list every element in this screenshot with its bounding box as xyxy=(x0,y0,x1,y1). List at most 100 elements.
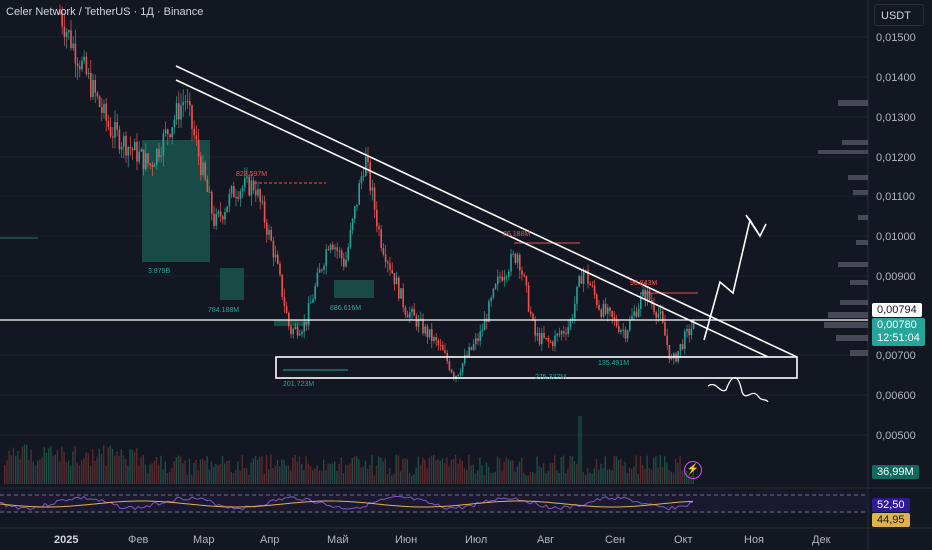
candle-body xyxy=(367,156,369,163)
candle-body xyxy=(235,196,237,198)
price-axis-label: 0,01300 xyxy=(876,112,916,124)
candle-body xyxy=(345,259,347,267)
candle-body xyxy=(281,274,283,297)
volume-bar xyxy=(241,455,243,484)
volume-bar xyxy=(604,456,606,484)
volume-bar xyxy=(98,448,100,484)
volume-bar xyxy=(342,473,345,484)
volume-bar xyxy=(532,471,534,484)
candle-body xyxy=(79,66,81,70)
candle-body xyxy=(382,247,385,255)
volume-bar xyxy=(250,462,252,484)
volume-bar xyxy=(208,469,210,484)
volume-bar xyxy=(28,459,30,484)
volume-bar xyxy=(129,449,131,484)
volume-bar xyxy=(505,456,507,484)
volume-bar xyxy=(74,445,76,484)
volume-bar xyxy=(371,454,373,484)
price-axis[interactable]: 0,01500 0,01400 0,01300 0,01200 0,01100 … xyxy=(876,32,916,442)
candle-body xyxy=(648,290,651,301)
currency-selector[interactable]: USDT xyxy=(874,4,924,26)
volume-bar xyxy=(246,467,248,484)
candle-body xyxy=(536,333,539,336)
volume-bar xyxy=(582,471,584,484)
volume-bar xyxy=(382,461,384,484)
volume-bar xyxy=(499,458,501,484)
candle-body xyxy=(558,333,561,335)
candle-body xyxy=(569,320,572,328)
volume-bar xyxy=(281,459,283,484)
candle-body xyxy=(63,26,66,37)
volume-bar xyxy=(215,463,217,484)
volume-bar xyxy=(61,446,63,484)
candle-body xyxy=(494,284,497,289)
candle-body xyxy=(406,314,409,318)
volume-bar xyxy=(136,448,138,484)
candle-body xyxy=(505,276,508,278)
volume-bar xyxy=(488,467,490,484)
volume-bar xyxy=(105,465,107,484)
candle-body xyxy=(371,187,374,191)
candle-body xyxy=(422,318,424,334)
candle-body xyxy=(578,276,580,287)
candle-body xyxy=(127,147,129,156)
volume-profile-bar xyxy=(848,175,868,180)
candle-body xyxy=(565,333,567,335)
volume-bar xyxy=(626,472,628,484)
candle-body xyxy=(483,318,486,331)
volume-bar xyxy=(272,467,274,484)
volume-bar xyxy=(584,474,587,484)
time-axis-label: Сен xyxy=(605,534,625,546)
candle-body xyxy=(314,285,316,300)
candle-body xyxy=(292,329,294,335)
volume-profile-bar xyxy=(842,140,868,145)
volume-bar xyxy=(323,459,325,484)
volume-bar xyxy=(424,459,426,484)
candle-body xyxy=(305,321,308,325)
volume-bar xyxy=(169,471,171,484)
volume-bar xyxy=(474,473,477,484)
time-axis-label: Окт xyxy=(674,534,693,546)
candle-body xyxy=(191,105,193,129)
candle-body xyxy=(318,269,321,273)
volume-bar xyxy=(580,416,582,484)
candle-body xyxy=(329,244,332,251)
volume-bar xyxy=(206,455,208,484)
symbol-title[interactable]: Celer Network / TetherUS · 1Д · Binance xyxy=(6,6,204,18)
candle-body xyxy=(296,326,299,336)
candle-body xyxy=(303,321,305,332)
volume-bar xyxy=(617,459,620,484)
candle-body xyxy=(105,103,107,121)
candle-body xyxy=(516,254,519,263)
lightning-icon[interactable]: ⚡ xyxy=(684,461,702,479)
candle-body xyxy=(237,196,239,199)
volume-bar xyxy=(686,471,688,484)
candle-body xyxy=(186,101,189,103)
candle-body xyxy=(362,175,365,177)
candle-body xyxy=(459,372,462,375)
candle-body xyxy=(690,329,693,336)
candle-body xyxy=(543,333,545,338)
bearish-scenario-squiggle xyxy=(707,376,769,403)
trendline-drawings[interactable] xyxy=(0,65,868,403)
candle-body xyxy=(470,347,473,350)
candle-body xyxy=(455,375,457,378)
candle-body xyxy=(611,310,613,317)
candle-body xyxy=(439,344,442,346)
trendline-upper xyxy=(175,65,798,358)
volume-zone xyxy=(0,237,38,239)
candle-body xyxy=(521,270,523,275)
candle-body xyxy=(74,43,77,64)
arrow-head xyxy=(745,214,767,238)
volume-bar xyxy=(646,455,648,484)
volume-bar xyxy=(219,463,221,484)
volume-bar xyxy=(598,469,600,484)
volume-bar xyxy=(404,458,406,484)
volume-bar xyxy=(430,455,433,484)
candle-body xyxy=(98,96,101,107)
candle-body xyxy=(283,296,286,307)
volume-bar xyxy=(514,471,516,484)
time-axis[interactable]: 2025 Фев Мар Апр Май Июн Июл Авг Сен Окт… xyxy=(54,534,831,546)
volume-bar xyxy=(327,463,329,484)
